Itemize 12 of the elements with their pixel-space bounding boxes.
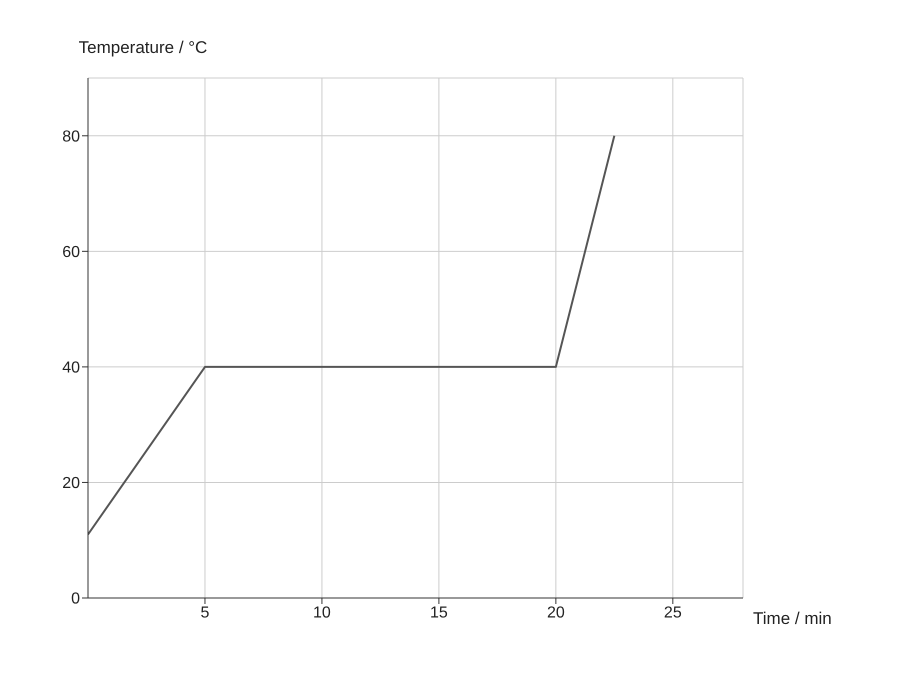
y-tick-label: 0: [71, 590, 80, 608]
x-tick-label: 10: [313, 604, 331, 622]
x-tick-label: 15: [430, 604, 448, 622]
y-tick-label: 40: [62, 360, 80, 377]
x-axis-title: Time / min: [753, 609, 832, 628]
y-axis-title: Temperature / °C: [78, 38, 208, 57]
y-tick-label: 20: [62, 475, 80, 492]
x-tick-label: 25: [664, 604, 682, 622]
y-tick-label: 60: [62, 244, 80, 262]
x-tick-label: 20: [546, 604, 565, 622]
y-tick-label: 80: [62, 128, 80, 146]
x-tick-label: 5: [200, 604, 210, 622]
